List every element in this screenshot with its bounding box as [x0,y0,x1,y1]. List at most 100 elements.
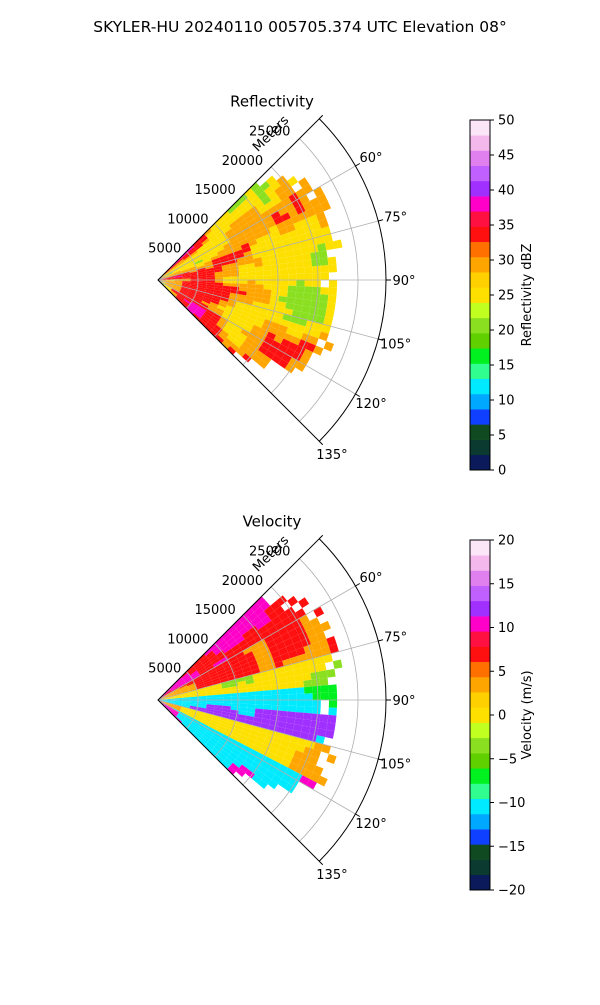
data-cell [272,689,280,695]
r-tick-label: 10000 [167,632,208,647]
r-tick-label: 5000 [148,242,181,257]
colorbar-segment [470,829,490,845]
data-cell [223,700,231,703]
colorbar-segment [470,768,490,784]
data-cell [303,680,312,687]
theta-tick-label: 90° [392,694,415,709]
colorbar-segment [470,150,490,166]
data-cell [310,672,319,680]
data-cell [312,707,321,714]
data-cell [288,286,297,292]
data-cell [321,273,329,280]
data-cell [326,302,335,311]
colorbar-segment [470,379,490,395]
colorbar-tick-label: 0 [498,464,506,479]
colorbar-segment [470,799,490,815]
data-cell [288,700,296,706]
data-cell [272,285,280,291]
colorbar-segment [470,227,490,243]
data-cell [247,691,255,696]
data-cell [329,692,337,700]
colorbar-segment [470,166,490,182]
r-tick-label: 15000 [194,183,235,198]
data-cell [312,686,321,693]
data-cell [328,257,337,265]
data-cell [318,670,327,678]
data-cell [304,706,313,713]
data-cell [287,596,298,607]
theta-tick-label: 75° [384,210,407,225]
data-cell [319,714,328,722]
panel-title: Reflectivity [230,93,314,111]
data-cell [328,707,337,715]
colorbar-segment [470,662,490,678]
colorbar-label: Velocity (m/s) [520,670,535,759]
data-cell [288,688,297,694]
data-cell [313,280,321,287]
data-cell [295,712,304,719]
theta-tick-mark [319,115,323,119]
data-cell [215,280,223,283]
data-cell [312,266,321,273]
colorbar-segment [470,272,490,288]
data-cell [310,252,319,260]
colorbar-segment [470,211,490,227]
data-cell [313,273,321,280]
data-cell [255,691,263,696]
data-cell [239,276,247,280]
data-cell [280,694,288,700]
theta-tick-label: 135° [316,868,347,883]
data-cell [288,280,296,286]
data-cell [304,687,313,694]
data-cell [328,287,337,295]
data-cell [279,711,288,717]
colorbar-segment [470,647,490,663]
theta-tick-mark [319,535,323,539]
data-cell [333,239,343,248]
data-cell [303,260,312,267]
data-cell [271,710,280,716]
colorbar-segment [470,181,490,197]
colorbar-tick-label: 35 [498,219,515,234]
colorbar-segment [470,677,490,693]
data-cell [256,695,264,700]
data-cell [328,715,337,723]
colorbar-tick-label: 10 [498,621,515,636]
data-cell [328,264,337,272]
data-cell [311,713,320,721]
colorbar-segment [470,242,490,258]
data-cell [247,271,255,276]
theta-tick-mark [378,220,383,221]
theta-tick-label: 90° [392,274,415,289]
panel-velocity: Velocity50001000015000200002500060°75°90… [148,513,535,899]
data-cell [313,700,321,707]
colorbar-segment [470,631,490,647]
data-cell [271,264,280,270]
data-cell [280,705,288,711]
theta-tick-mark [319,441,323,445]
data-cell [326,669,335,678]
data-cell [328,684,337,692]
data-cell [255,271,263,276]
data-cell [272,269,280,275]
colorbar-segment [470,601,490,617]
colorbar-segment [470,707,490,723]
data-cell [215,277,223,280]
colorbar-tick-label: 25 [498,289,515,304]
colorbar-segment [470,394,490,410]
data-cell [295,681,304,688]
theta-tick-label: 120° [355,397,386,412]
data-cell [296,267,305,274]
data-cell [298,597,309,608]
colorbar-segment [470,860,490,876]
data-cell [279,683,288,689]
data-cell [324,341,334,351]
data-cell [288,268,297,274]
data-cell [280,700,288,706]
data-cell [264,695,272,700]
data-cell [296,687,305,694]
colorbar-segment [470,257,490,273]
data-cell [296,694,304,700]
data-cell [279,263,288,269]
